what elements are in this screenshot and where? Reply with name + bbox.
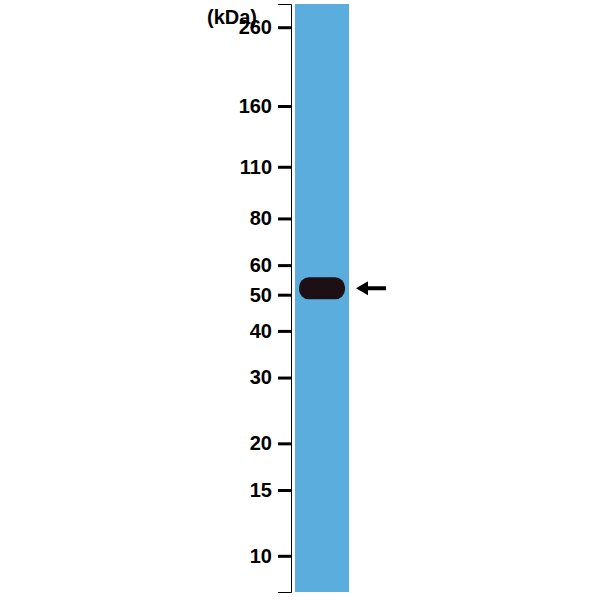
lane (295, 4, 349, 592)
tick: 110 (240, 156, 291, 178)
tick-mark (278, 377, 291, 380)
tick-label: 40 (250, 320, 272, 342)
tick-mark (278, 442, 291, 445)
axis-line (278, 5, 292, 593)
tick-mark (278, 26, 291, 29)
y-axis: 1015203040506080110160260 (239, 5, 292, 593)
tick-label: 30 (250, 366, 272, 388)
tick-label: 60 (250, 254, 272, 276)
tick-label: 10 (250, 545, 272, 567)
tick-mark (278, 489, 291, 492)
tick: 50 (250, 284, 291, 306)
tick-mark (278, 105, 291, 108)
tick-label: 160 (239, 95, 272, 117)
tick-label: 50 (250, 284, 272, 306)
tick-mark (278, 217, 291, 220)
tick-label: 20 (250, 432, 272, 454)
chart: 1015203040506080110160260(kDa) (0, 0, 600, 600)
tick: 10 (250, 545, 291, 567)
tick-label: 110 (240, 156, 272, 178)
tick: 30 (250, 366, 291, 388)
tick-mark (278, 264, 291, 267)
tick-mark (278, 555, 291, 558)
bands (299, 277, 345, 299)
tick: 60 (250, 254, 291, 276)
tick: 80 (250, 207, 291, 229)
band (299, 277, 345, 299)
tick-mark (278, 294, 291, 297)
tick: 40 (250, 320, 291, 342)
tick-label: 80 (250, 207, 272, 229)
tick-label: 15 (250, 479, 272, 501)
tick: 160 (239, 95, 291, 117)
tick-mark (278, 166, 291, 169)
tick: 15 (250, 479, 291, 501)
axis-title: (kDa) (207, 6, 257, 28)
tick: 20 (250, 432, 291, 454)
arrow (356, 281, 386, 295)
tick-mark (278, 330, 291, 333)
